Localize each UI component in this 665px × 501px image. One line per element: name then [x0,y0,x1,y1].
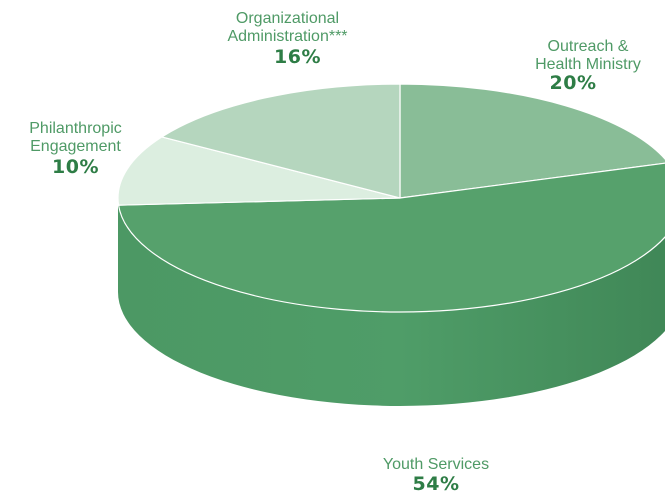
slice-label-organizational-administration: Organizational Administration*** 16% [200,10,375,69]
pie-slice-youth-services [117,162,665,313]
slice-name: Outreach & Health Ministry [535,38,641,74]
slice-label-philanthropic-engagement: Philanthropic Engagement 10% [8,120,143,179]
slice-label-youth-services: Youth Services 54% [356,456,516,496]
slice-percent: 16% [274,45,321,68]
slice-name: Youth Services [382,456,490,473]
pie-top-face [117,83,665,313]
pie-slice-organizational-administration [161,83,401,199]
slice-label-outreach-health-ministry: Outreach & Health Ministry 20% [512,38,664,95]
slice-name: Organizational Administration*** [227,10,348,46]
slice-percent: 54% [412,473,460,496]
pie-side-wall [118,198,665,406]
pie-slice-philanthropic-engagement [117,136,401,206]
slice-percent: 10% [52,155,99,178]
pie-side-surface [118,198,665,406]
slice-name: Philanthropic Engagement [29,120,122,156]
slice-percent: 20% [549,71,597,94]
pie-slice-outreach-health-ministry [399,83,665,199]
